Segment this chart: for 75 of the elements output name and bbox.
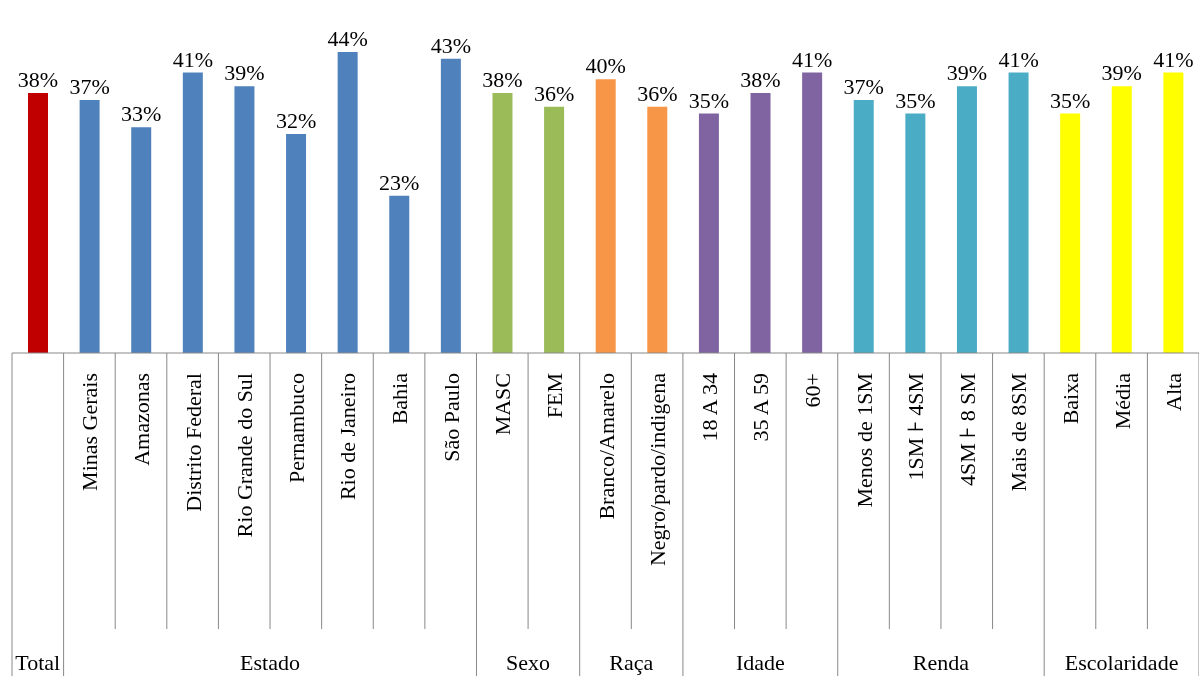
- data-label: 33%: [121, 101, 162, 127]
- x-tick-label: Média: [1109, 372, 1135, 430]
- data-label: 36%: [637, 80, 678, 106]
- data-label: 41%: [791, 46, 833, 72]
- bar: [647, 106, 668, 353]
- data-label: 37%: [69, 73, 110, 99]
- x-tick-label: 1SM ⊦ 4SM: [903, 373, 929, 481]
- x-tick-label: Rio Grande do Sul: [232, 373, 258, 538]
- bar: [440, 58, 461, 353]
- x-tick-label: Branco/Amarelo: [593, 373, 619, 520]
- bar: [1111, 86, 1132, 353]
- text: Idade: [735, 650, 785, 675]
- x-tick-label: 60+: [799, 373, 825, 408]
- text: Total: [15, 650, 61, 675]
- bar: [389, 195, 410, 353]
- data-label: 39%: [224, 60, 265, 86]
- x-tick-label: Bahia: [387, 372, 413, 425]
- data-label: 35%: [688, 87, 730, 113]
- x-tick-label: Pernambuco: [283, 373, 309, 483]
- x-tick-label: Menos de 1SM: [851, 373, 877, 508]
- data-label: 38%: [482, 67, 523, 93]
- x-tick-label: 4SM ⊦ 8 SM: [954, 373, 980, 487]
- bar: [79, 99, 100, 353]
- bar: [28, 93, 48, 353]
- bar: [802, 72, 823, 353]
- text: Renda: [912, 650, 970, 675]
- bar: [853, 99, 874, 353]
- bar: [234, 86, 255, 353]
- x-tick-label: Rio de Janeiro: [335, 373, 361, 501]
- data-label: 41%: [172, 46, 213, 72]
- data-label: 43%: [430, 32, 472, 58]
- bar: [492, 93, 513, 353]
- x-tick-label: Negro/pardo/indigena: [645, 372, 671, 567]
- data-label: 39%: [1101, 60, 1142, 86]
- x-tick-label: MASC: [490, 373, 516, 436]
- bar: [1008, 72, 1029, 353]
- data-label: 41%: [1153, 46, 1194, 72]
- bar: [595, 79, 616, 353]
- data-label: 38%: [17, 67, 59, 93]
- x-tick-label: Distrito Federal: [180, 373, 206, 512]
- x-tick-label: Amazonas: [129, 373, 155, 466]
- text: Escolaridade: [1064, 650, 1179, 675]
- x-tick-label: São Paulo: [438, 373, 464, 462]
- bar: [1163, 72, 1184, 353]
- bar: [1060, 113, 1081, 353]
- data-label: 44%: [327, 26, 368, 51]
- bar: [286, 134, 307, 353]
- x-tick-label: Baixa: [1057, 372, 1083, 425]
- bar: [131, 127, 152, 353]
- x-tick-label: Alta: [1161, 372, 1187, 411]
- bar: [905, 113, 926, 353]
- text: Raça: [609, 650, 654, 675]
- data-label: 35%: [895, 87, 936, 113]
- x-tick-label: FEM: [541, 373, 567, 419]
- text: Estado: [240, 650, 300, 675]
- data-label: 32%: [275, 108, 317, 134]
- data-label: 35%: [1050, 87, 1091, 113]
- data-label: 38%: [740, 67, 781, 93]
- x-tick-label: Mais de 8SM: [1006, 373, 1032, 492]
- x-tick-label: Minas Gerais: [77, 373, 103, 491]
- bar: [544, 106, 565, 353]
- data-label: 37%: [843, 73, 884, 99]
- text: Sexo: [506, 650, 551, 675]
- bar: [337, 52, 358, 353]
- bar: [182, 72, 203, 353]
- data-label: 40%: [585, 53, 626, 79]
- bar: [750, 93, 771, 353]
- x-tick-label: 35 A 59: [748, 373, 774, 442]
- bar: [698, 113, 719, 353]
- data-label: 36%: [533, 80, 575, 106]
- data-label: 41%: [998, 46, 1039, 72]
- x-tick-label: 18 A 34: [696, 373, 722, 442]
- bar: [956, 86, 977, 353]
- data-label: 23%: [379, 169, 420, 195]
- data-label: 39%: [946, 60, 988, 86]
